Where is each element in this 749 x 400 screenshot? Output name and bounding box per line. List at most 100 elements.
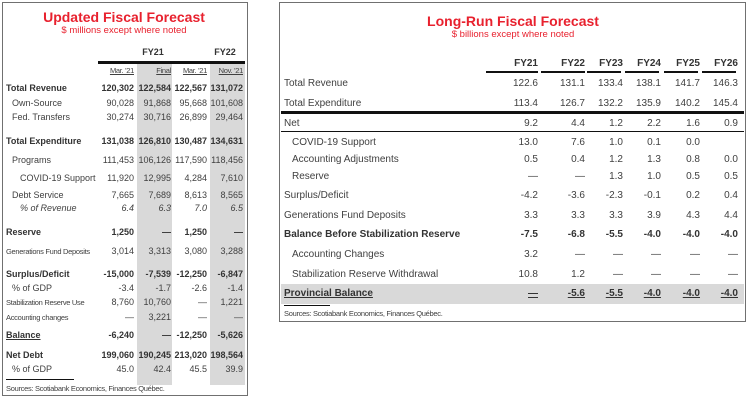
cell-value: 0.5: [686, 171, 700, 182]
cell-value: 7.0: [194, 203, 207, 213]
cell-value: 1.2: [609, 118, 623, 129]
long-run-fiscal-forecast-table: Long-Run Fiscal Forecast $ billions excep…: [279, 2, 746, 322]
cell-value: -4.0: [643, 288, 661, 299]
column-header-underline: [541, 71, 585, 73]
cell-value: 130,487: [174, 136, 207, 146]
cell-value: -1.7: [155, 283, 171, 293]
source-rule: [6, 379, 74, 380]
cell-value: 0.5: [524, 154, 538, 165]
row-label: Generations Fund Deposits: [6, 247, 90, 256]
row-label: COVID-19 Support: [20, 173, 96, 183]
cell-value: 1.6: [686, 118, 700, 129]
cell-value: -4.0: [682, 229, 700, 240]
cell-value: 10.8: [518, 269, 538, 280]
cell-value: 4.3: [686, 210, 700, 221]
cell-value: 0.1: [647, 137, 661, 148]
cell-value: —: [651, 269, 661, 280]
row-label: Debt Service: [12, 190, 64, 200]
cell-value: 3.3: [609, 210, 623, 221]
cell-value: 11,920: [107, 173, 134, 183]
nov-column-shading: [210, 63, 245, 385]
cell-value: 126.7: [559, 98, 585, 109]
cell-value: 42.4: [153, 364, 171, 374]
cell-value: 1.2: [609, 154, 623, 165]
cell-value: —: [162, 227, 171, 237]
cell-value: 12,995: [143, 173, 171, 183]
cell-value: -2.6: [191, 283, 207, 293]
table-subtitle: $ millions except where noted: [61, 25, 187, 36]
group-header-fy21: FY21: [142, 47, 164, 57]
row-label: Programs: [12, 155, 52, 165]
cell-value: -5.6: [567, 288, 585, 299]
row-label: Accounting Adjustments: [292, 154, 399, 165]
cell-value: 0.0: [686, 137, 700, 148]
cell-value: -7.5: [520, 229, 538, 240]
cell-value: 122.6: [512, 78, 538, 89]
source-rule: [284, 305, 330, 306]
header-rule: [98, 61, 245, 64]
cell-value: -4.2: [520, 190, 538, 201]
cell-value: 0.2: [686, 190, 700, 201]
cell-value: —: [234, 227, 243, 237]
cell-value: —: [234, 312, 243, 322]
cell-value: 146.3: [712, 78, 738, 89]
cell-value: 131,038: [101, 136, 134, 146]
cell-value: -4.0: [720, 229, 738, 240]
column-header: Mar. '21: [182, 66, 207, 75]
cell-value: —: [728, 269, 738, 280]
cell-value: —: [690, 269, 700, 280]
column-header: Nov. '21: [218, 66, 244, 75]
cell-value: 7.6: [571, 137, 585, 148]
column-header: FY25: [676, 58, 700, 69]
cell-value: —: [528, 288, 538, 299]
row-label: Surplus/Deficit: [284, 190, 349, 201]
row-label: Provincial Balance: [284, 288, 373, 299]
expenditure-rule: [281, 111, 744, 114]
cell-value: 10,760: [143, 297, 171, 307]
cell-value: 3.9: [647, 210, 661, 221]
cell-value: —: [613, 269, 623, 280]
cell-value: 3.2: [524, 249, 538, 260]
cell-value: 7,689: [148, 190, 171, 200]
row-label: % of GDP: [12, 364, 53, 374]
cell-value: 1,250: [184, 227, 207, 237]
cell-value: 90,028: [106, 98, 134, 108]
cell-value: 135.9: [635, 98, 661, 109]
cell-value: 131.1: [559, 78, 585, 89]
cell-value: 8,760: [111, 297, 134, 307]
group-header-fy22: FY22: [214, 47, 236, 57]
cell-value: 45.0: [116, 364, 134, 374]
cell-value: 7,610: [220, 173, 243, 183]
cell-value: 7,665: [111, 190, 134, 200]
cell-value: —: [690, 249, 700, 260]
cell-value: 0.8: [686, 154, 700, 165]
cell-value: —: [198, 297, 207, 307]
cell-value: —: [575, 171, 585, 182]
row-label: Accounting changes: [6, 313, 69, 322]
column-header: Mar. '21: [109, 66, 134, 75]
cell-value: 131,072: [210, 83, 243, 93]
cell-value: -4.0: [643, 229, 661, 240]
row-label: COVID-19 Support: [292, 137, 376, 148]
cell-value: 0.4: [724, 190, 738, 201]
column-header: FY22: [561, 58, 585, 69]
cell-value: 1.3: [647, 154, 661, 165]
cell-value: -2.3: [605, 190, 623, 201]
column-header-underline: [625, 71, 659, 73]
cell-value: -4.0: [720, 288, 738, 299]
cell-value: 3,288: [220, 246, 243, 256]
cell-value: 190,245: [138, 350, 171, 360]
cell-value: 3,313: [148, 246, 171, 256]
cell-value: 26,899: [179, 112, 207, 122]
cell-value: —: [575, 249, 585, 260]
cell-value: 141.7: [674, 78, 700, 89]
cell-value: -4.0: [682, 288, 700, 299]
cell-value: 113.4: [513, 98, 538, 109]
column-header: FY26: [714, 58, 738, 69]
cell-value: 3,221: [148, 312, 171, 322]
cell-value: -6.8: [567, 229, 585, 240]
table-subtitle: $ billions except where noted: [451, 29, 575, 40]
cell-value: 120,302: [101, 83, 134, 93]
cell-value: —: [528, 171, 538, 182]
cell-value: 199,060: [101, 350, 134, 360]
